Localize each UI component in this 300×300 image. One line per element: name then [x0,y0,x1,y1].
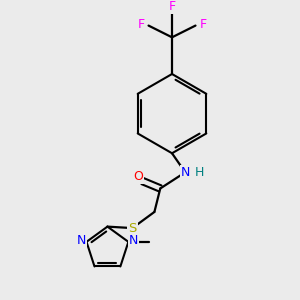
Text: N: N [129,234,138,247]
Text: N: N [181,166,190,179]
Text: N: N [76,234,86,247]
Text: S: S [128,222,136,235]
Text: F: F [138,18,145,31]
Text: F: F [199,18,206,31]
Text: O: O [133,170,143,183]
Text: F: F [169,0,176,13]
Text: H: H [195,166,205,179]
